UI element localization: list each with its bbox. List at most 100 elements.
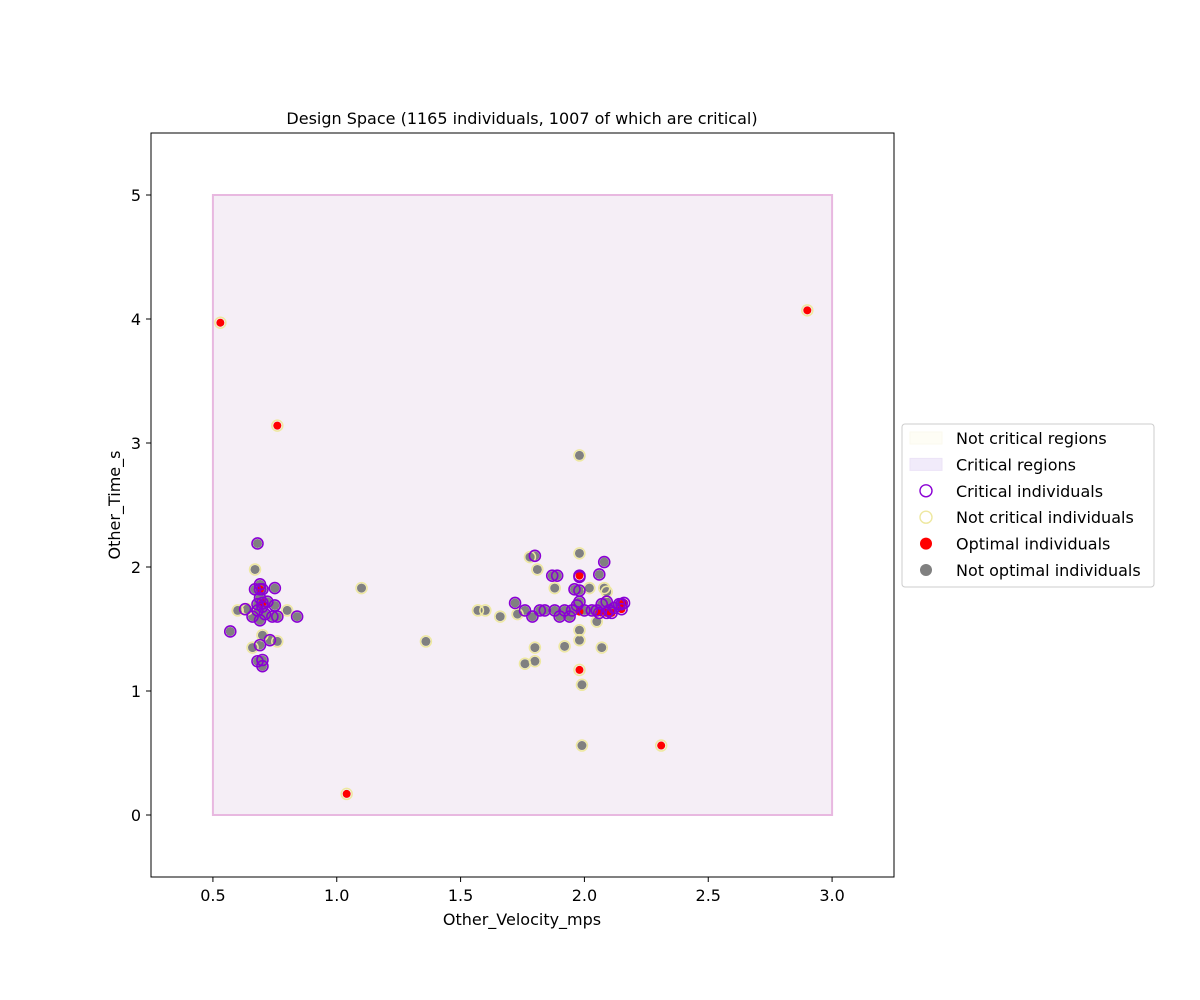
y-axis: 0 1 2 3 4 5 [131, 186, 151, 825]
critical-ring [597, 555, 611, 569]
not-optimal-point [530, 643, 540, 653]
critical-ring [545, 569, 559, 582]
not-optimal-point [225, 626, 235, 636]
y-tick-label: 0 [131, 806, 141, 825]
not-optimal-point [577, 741, 587, 751]
not-critical-ring [600, 585, 613, 599]
legend-label: Critical individuals [956, 482, 1103, 501]
critical-ring [568, 583, 581, 596]
legend-item: Critical regions [909, 455, 1076, 474]
not-optimal-point [495, 612, 505, 622]
critical-ring [563, 610, 576, 623]
not-critical-ring [248, 563, 262, 576]
not-optimal-point [574, 625, 584, 635]
not-critical-ring [471, 604, 485, 617]
not-critical-ring [355, 581, 368, 595]
legend-label: Not critical individuals [956, 508, 1134, 527]
critical-ring [615, 602, 628, 616]
not-optimal-point [592, 617, 602, 627]
legend: Not critical regions Critical regions Crit… [901, 423, 1155, 588]
critical-ring [263, 633, 277, 647]
not-critical-ring [573, 547, 586, 560]
x-tick-label: 1.5 [448, 886, 473, 905]
y-tick-label: 1 [131, 682, 141, 701]
critical-ring [268, 581, 282, 595]
not-optimal-point [357, 583, 367, 593]
x-tick-label: 3.0 [819, 886, 844, 905]
critical-ring [271, 610, 284, 623]
legend-patch [909, 457, 943, 471]
not-critical-ring [575, 739, 589, 752]
not-critical-ring [575, 678, 589, 692]
critical-ring [253, 583, 267, 596]
legend-box [901, 423, 1155, 588]
legend-item: Not critical individuals [919, 508, 1134, 527]
not-critical-ring [531, 563, 544, 576]
y-tick-label: 2 [131, 558, 141, 577]
plot-frame [150, 132, 895, 878]
not-critical-ring [528, 654, 542, 668]
x-axis-label: Other_Velocity_mps [443, 910, 601, 930]
not-optimal-point [584, 583, 594, 593]
x-tick-label: 2.0 [572, 886, 597, 905]
not-critical-ring [271, 419, 284, 432]
not-optimal-point [510, 598, 520, 608]
not-optimal-point [527, 612, 537, 622]
not-critical-ring [271, 635, 284, 648]
critical-ring [585, 604, 599, 617]
not-optimal-point [282, 605, 292, 615]
not-optimal-point [257, 630, 267, 640]
y-tick-label: 4 [131, 310, 141, 329]
critical-ring [261, 595, 274, 609]
not-critical-ring [528, 641, 542, 654]
ring-layer [214, 304, 814, 801]
not-critical-ring [523, 550, 537, 564]
not-optimal-point [292, 612, 302, 622]
critical-ring [251, 537, 264, 550]
critical-ring [573, 569, 586, 582]
critical-ring [592, 606, 606, 620]
legend-label: Not optimal individuals [956, 561, 1141, 580]
not-optimal-point [574, 635, 584, 645]
legend-item: Not critical regions [909, 429, 1107, 448]
not-optimal-point [270, 583, 280, 593]
not-critical-ring [573, 449, 586, 462]
legend-marker [919, 510, 933, 524]
critical-region [211, 194, 834, 816]
not-critical-ring [493, 610, 507, 623]
optimal-point [342, 789, 351, 798]
critical-ring [526, 610, 539, 623]
legend-label: Critical regions [956, 455, 1076, 474]
legend-marker [919, 484, 933, 498]
optimal-point [273, 421, 282, 430]
chart-title: Design Space (1165 individuals, 1007 of … [286, 109, 757, 128]
not-critical-ring [246, 641, 259, 654]
not-optimal-point [577, 680, 587, 690]
x-axis: 0.5 1.0 1.5 2.0 2.5 3.0 [200, 877, 845, 905]
not-critical-ring [595, 641, 609, 654]
y-tick-label: 5 [131, 186, 141, 205]
not-critical-ring [214, 316, 227, 329]
not-optimal-point [421, 636, 431, 646]
not-optimal-point [530, 656, 540, 666]
not-critical-ring [280, 604, 294, 617]
legend-marker [920, 564, 932, 576]
optimal-point [803, 306, 812, 315]
x-tick-label: 2.5 [696, 886, 721, 905]
critical-ring [600, 606, 614, 620]
legend-label: Optimal individuals [956, 535, 1110, 554]
critical-ring [223, 625, 237, 638]
not-critical-ring [573, 623, 586, 637]
critical-ring [256, 659, 269, 673]
not-optimal-point [574, 548, 584, 558]
not-optimal-point [550, 583, 560, 593]
critical-ring [256, 653, 269, 667]
critical-ring [528, 549, 542, 563]
not-optimal-point [560, 641, 570, 651]
not-optimal-point [574, 450, 584, 460]
critical-ring [253, 638, 267, 652]
y-tick-label: 3 [131, 434, 141, 453]
legend-marker [920, 537, 932, 550]
not-optimal-point [252, 538, 262, 548]
